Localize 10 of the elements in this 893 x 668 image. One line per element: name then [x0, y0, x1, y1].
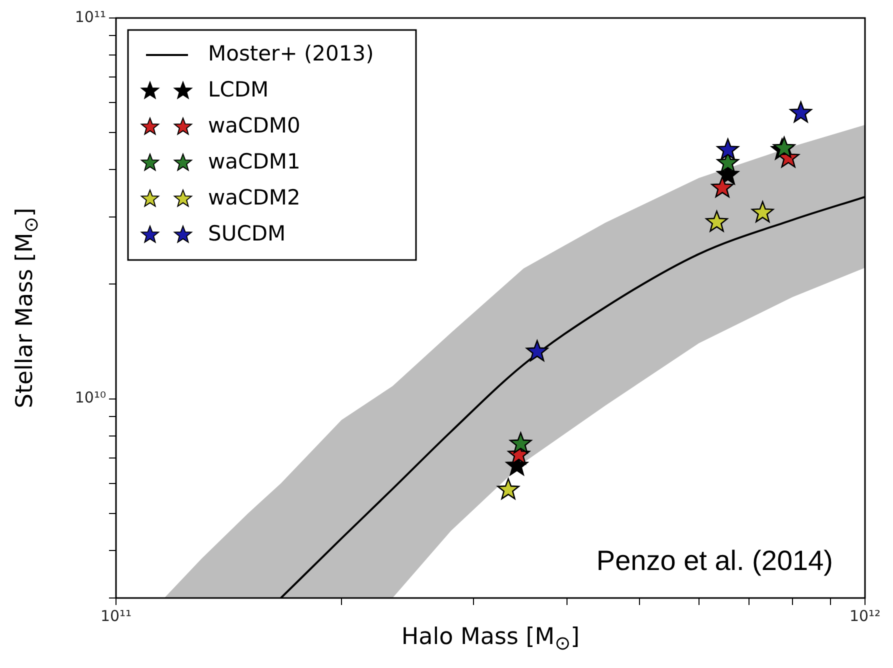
legend-label: waCDM1	[208, 149, 300, 174]
legend-label: waCDM2	[208, 185, 300, 210]
legend-label: SUCDM	[208, 221, 286, 246]
y-tick-label: 10¹⁰	[74, 388, 106, 407]
legend-label: waCDM0	[208, 113, 300, 138]
x-tick-label: 10¹²	[849, 606, 881, 625]
legend-label: LCDM	[208, 77, 269, 102]
x-axis-title: Halo Mass [M$_{⊙}$]	[400, 624, 581, 655]
legend-label: Moster+ (2013)	[208, 41, 374, 66]
annotation: Penzo et al. (2014)	[596, 545, 833, 576]
